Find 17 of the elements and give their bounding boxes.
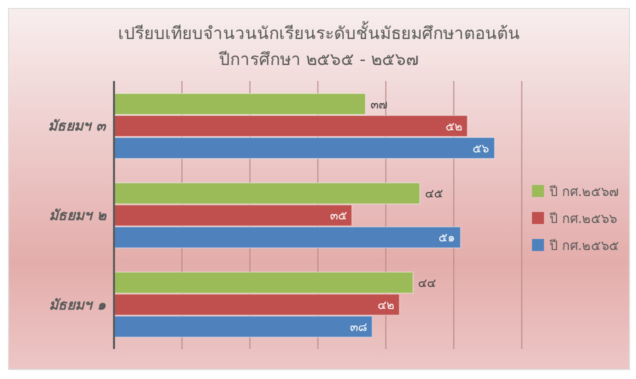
data-label: ๔๕	[424, 186, 443, 201]
y-tick-label: มัธยมฯ ๒	[49, 208, 107, 224]
data-label: ๓๗	[370, 97, 388, 112]
data-label: ๓๘	[350, 320, 368, 334]
chart-title: เปรียบเทียบจำนวนนักเรียนระดับชั้นมัธยมศึกษาตอนต้น	[117, 21, 521, 46]
data-label: ๕๖	[472, 141, 490, 156]
data-label: ๕๑	[438, 230, 456, 245]
chart-subtitle: ปีการศึกษา ๒๕๖๕ - ๒๕๖๗	[218, 49, 420, 72]
legend-label: ปี กศ.๒๕๖๖	[550, 210, 617, 228]
text: ปี กศ.๒๕๖๕	[550, 238, 619, 256]
data-label: ๔๒	[377, 298, 394, 312]
legend-label: ปี กศ.๒๕๖๗	[550, 184, 619, 202]
data-label: ๓๕	[330, 208, 347, 223]
y-tick-label: มัธยมฯ ๑	[49, 297, 106, 314]
y-tick-label: มัธยมฯ ๓	[48, 118, 107, 135]
data-label: ๔๔	[418, 276, 436, 290]
data-label: ๕๒	[445, 119, 462, 134]
